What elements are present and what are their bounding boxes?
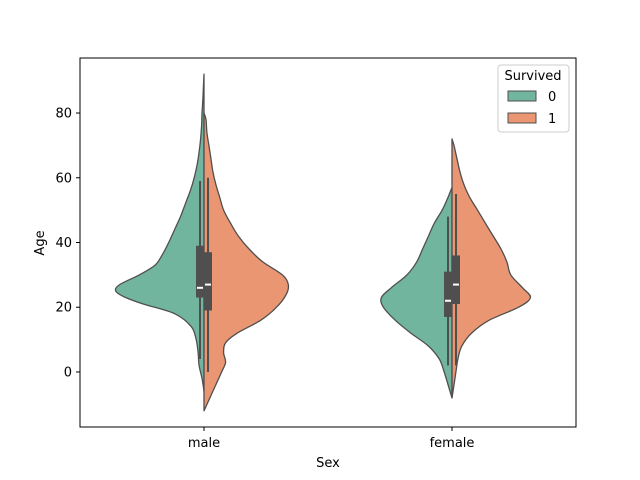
legend-swatch-0 bbox=[507, 90, 537, 102]
legend-label-0: 0 bbox=[548, 90, 556, 105]
y-axis-label: Age bbox=[33, 230, 48, 255]
violin-male-survived-0 bbox=[114, 73, 205, 393]
x-tick-label-male: male bbox=[188, 436, 220, 451]
legend-swatch-1 bbox=[507, 112, 537, 124]
x-tick-label-female: female bbox=[430, 436, 475, 451]
y-tick-label: 40 bbox=[55, 236, 72, 251]
iqr-box-female-survived-0 bbox=[444, 271, 452, 317]
y-axis: 0 20 40 60 80 bbox=[55, 107, 80, 380]
violin-female-survived-0 bbox=[380, 186, 453, 399]
legend: Survived 0 1 bbox=[497, 64, 570, 133]
iqr-box-male-survived-0 bbox=[196, 245, 204, 298]
legend-label-1: 1 bbox=[548, 112, 556, 127]
y-tick-label: 60 bbox=[55, 171, 72, 186]
boxes-layer bbox=[196, 177, 460, 372]
y-tick-label: 0 bbox=[64, 365, 72, 380]
legend-title: Survived bbox=[504, 69, 561, 84]
y-tick-label: 80 bbox=[55, 107, 72, 122]
y-tick-label: 20 bbox=[55, 301, 72, 316]
x-axis-label: Sex bbox=[316, 456, 340, 471]
iqr-box-female-survived-1 bbox=[452, 255, 460, 304]
violin-male-survived-1 bbox=[203, 112, 290, 412]
iqr-box-male-survived-1 bbox=[204, 252, 212, 311]
x-axis: male female bbox=[188, 427, 475, 451]
violins-layer bbox=[114, 73, 532, 412]
violin-female-survived-1 bbox=[451, 138, 532, 399]
